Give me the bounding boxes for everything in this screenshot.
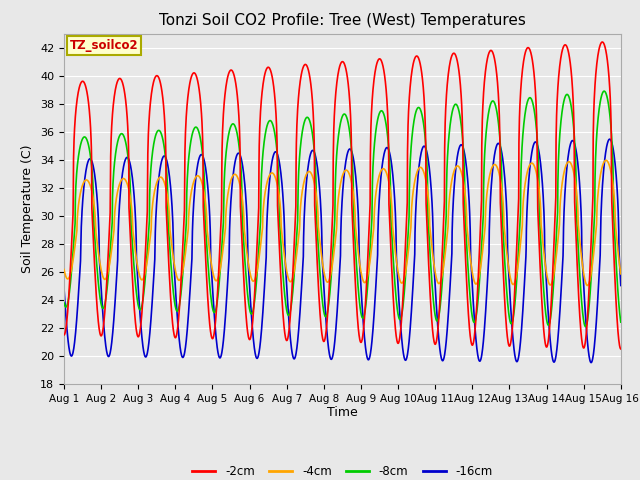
-4cm [371, 205, 378, 211]
-8cm [584, 319, 591, 324]
-2cm [371, 73, 378, 79]
-4cm [358, 276, 366, 281]
-2cm [216, 257, 223, 263]
-4cm [602, 157, 610, 163]
-4cm [584, 283, 591, 288]
Line: -8cm: -8cm [64, 91, 621, 326]
-8cm [600, 88, 608, 94]
-8cm [582, 324, 589, 329]
-2cm [568, 72, 575, 78]
-4cm [617, 271, 625, 277]
-16cm [617, 283, 625, 288]
-16cm [568, 139, 575, 144]
Line: -16cm: -16cm [64, 139, 621, 362]
Line: -2cm: -2cm [64, 42, 621, 349]
Legend: -2cm, -4cm, -8cm, -16cm: -2cm, -4cm, -8cm, -16cm [187, 461, 498, 480]
Title: Tonzi Soil CO2 Profile: Tree (West) Temperatures: Tonzi Soil CO2 Profile: Tree (West) Temp… [159, 13, 526, 28]
-4cm [216, 271, 223, 277]
-4cm [504, 261, 512, 266]
-8cm [617, 319, 625, 325]
-16cm [606, 136, 614, 142]
-16cm [216, 354, 223, 360]
Text: TZ_soilco2: TZ_soilco2 [70, 39, 138, 52]
-16cm [583, 334, 591, 340]
-4cm [583, 282, 591, 288]
-2cm [583, 322, 591, 327]
-2cm [358, 336, 366, 341]
-16cm [371, 305, 378, 311]
-4cm [568, 162, 575, 168]
-2cm [598, 39, 606, 45]
-8cm [504, 305, 512, 311]
Y-axis label: Soil Temperature (C): Soil Temperature (C) [22, 144, 35, 273]
-2cm [617, 346, 625, 352]
-16cm [588, 360, 595, 365]
-8cm [60, 300, 68, 306]
-16cm [504, 259, 512, 264]
-4cm [60, 266, 68, 272]
-16cm [60, 285, 68, 291]
-2cm [504, 339, 512, 345]
-8cm [568, 106, 575, 111]
-8cm [216, 279, 223, 285]
-16cm [358, 307, 366, 312]
X-axis label: Time: Time [327, 407, 358, 420]
-8cm [371, 141, 378, 146]
Line: -4cm: -4cm [64, 160, 621, 286]
-8cm [358, 315, 366, 321]
-2cm [60, 332, 68, 338]
